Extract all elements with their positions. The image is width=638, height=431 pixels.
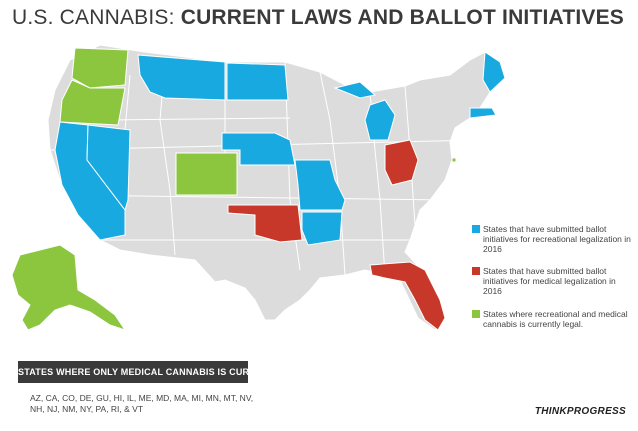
state-montana [137,54,226,101]
state-oklahoma [227,204,303,243]
legend-item-recreational: States that have submitted ballot initia… [472,224,632,254]
state-maine [482,51,506,93]
legend-text-recreational: States that have submitted ballot initia… [483,224,631,254]
legal-states [11,47,457,331]
medical-initiative-states [227,139,446,331]
state-alaska [11,244,127,331]
legend-swatch-medical [472,267,480,275]
state-missouri [294,159,346,211]
state-michigan [333,81,396,141]
brand-logo: THINKPROGRESS [534,406,626,417]
state-north-dakota [226,62,289,101]
state-massachusetts [469,107,497,119]
legend-text-legal: States where recreational and medical ca… [483,309,628,329]
title-main: CURRENT LAWS AND BALLOT INITIATIVES [180,6,625,29]
state-washington [71,47,129,89]
legend-text-medical: States that have submitted ballot initia… [483,266,616,296]
legend-swatch-recreational [472,225,480,233]
state-dc [451,157,457,163]
map-title: U.S. CANNABIS: CURRENT LAWS AND BALLOT I… [12,6,624,30]
legend-swatch-legal [472,310,480,318]
state-florida [369,261,446,331]
state-ohio [384,139,419,186]
title-prefix: U.S. CANNABIS: [12,6,181,29]
recreational-initiative-states [54,51,506,246]
state-nevada [86,124,131,212]
legend-item-medical: States that have submitted ballot initia… [472,266,632,296]
state-oregon [59,79,126,126]
legend-item-legal: States where recreational and medical ca… [472,309,632,329]
state-colorado [175,152,238,196]
medical-only-list: AZ, CA, CO, DE, GU, HI, IL, ME, MD, MA, … [30,393,254,414]
state-nebraska [221,132,296,166]
medical-only-heading: STATES WHERE ONLY MEDICAL CANNABIS IS CU… [18,361,319,383]
state-arkansas [301,211,343,246]
